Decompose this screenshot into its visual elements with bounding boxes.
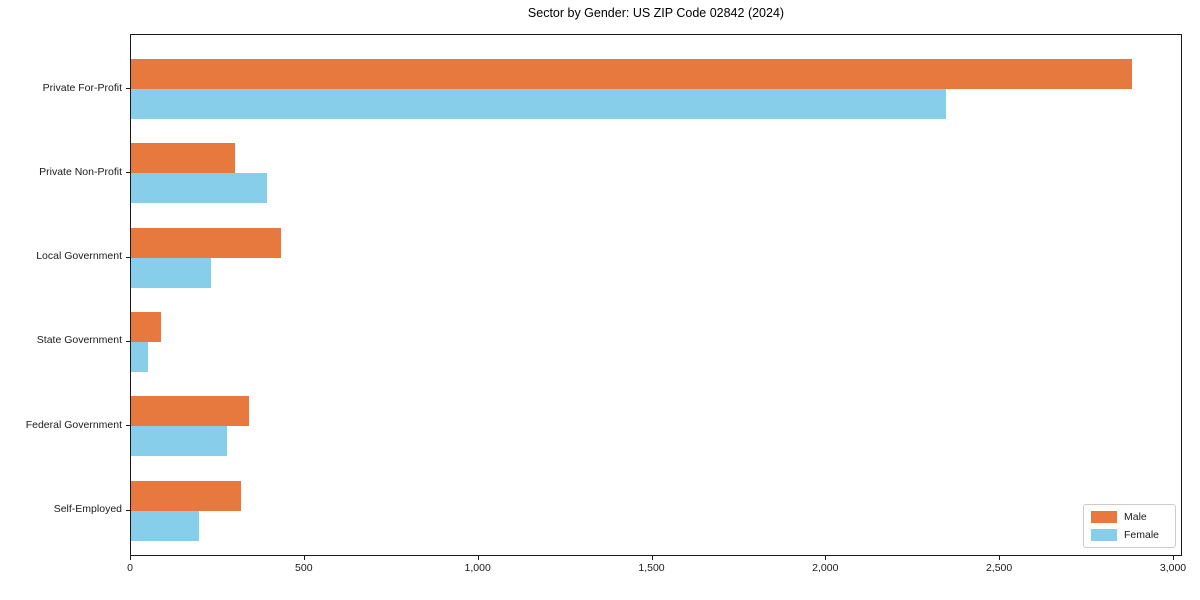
legend-item-female: Female — [1091, 529, 1168, 541]
legend-item-male: Male — [1091, 511, 1168, 523]
bar-female-federal-government — [131, 426, 227, 457]
x-axis-label-3-000: 3,000 — [1159, 562, 1187, 574]
x-axis-label-2-000: 2,000 — [812, 562, 839, 574]
bar-male-private-non-profit — [131, 143, 236, 174]
chart-title: Sector by Gender: US ZIP Code 02842 (202… — [527, 6, 785, 20]
bar-male-state-government — [131, 311, 161, 342]
y-axis-label-state-government: State Government — [36, 334, 122, 347]
x-axis-tick — [651, 556, 653, 560]
bar-male-private-for-profit — [131, 59, 1133, 89]
x-axis-tick — [477, 556, 479, 560]
bar-female-private-non-profit — [131, 173, 267, 204]
x-axis-tick — [1173, 556, 1174, 560]
y-axis-tick — [126, 509, 130, 511]
legend-label-male: Male — [1124, 511, 1147, 523]
y-axis-label-self-employed: Self-Employed — [53, 503, 122, 516]
x-axis-label-0: 0 — [127, 562, 133, 574]
bar-female-private-for-profit — [131, 89, 947, 119]
legend: Male Female — [1083, 504, 1176, 548]
y-axis-tick — [126, 172, 130, 174]
legend-label-female: Female — [1124, 529, 1160, 541]
bar-male-self-employed — [131, 480, 241, 511]
y-axis-tick — [126, 340, 130, 342]
legend-swatch-male — [1091, 511, 1117, 523]
x-axis-label-500: 500 — [295, 562, 313, 574]
y-axis-label-private-for-profit: Private For-Profit — [42, 81, 122, 94]
y-axis-label-local-government: Local Government — [36, 250, 122, 263]
y-axis-tick — [126, 88, 130, 89]
x-axis-tick — [999, 556, 1001, 560]
x-axis-label-2-500: 2,500 — [985, 562, 1013, 574]
legend-swatch-female — [1091, 529, 1117, 541]
bar-female-self-employed — [131, 510, 199, 541]
x-axis-label-1-500: 1,500 — [638, 562, 665, 574]
x-axis-tick — [825, 556, 827, 560]
y-axis-label-federal-government: Federal Government — [25, 418, 122, 431]
bar-female-local-government — [131, 257, 211, 288]
y-axis-tick — [126, 425, 130, 427]
x-axis-tick — [303, 556, 305, 560]
y-axis-tick — [126, 256, 130, 258]
bar-male-federal-government — [131, 396, 250, 427]
y-axis-label-private-non-profit: Private Non-Profit — [39, 165, 122, 178]
bar-female-state-government — [131, 341, 149, 372]
x-axis-tick — [130, 556, 131, 560]
bar-male-local-government — [131, 227, 281, 258]
x-axis-label-1-000: 1,000 — [464, 562, 491, 574]
plot-area — [130, 34, 1182, 556]
